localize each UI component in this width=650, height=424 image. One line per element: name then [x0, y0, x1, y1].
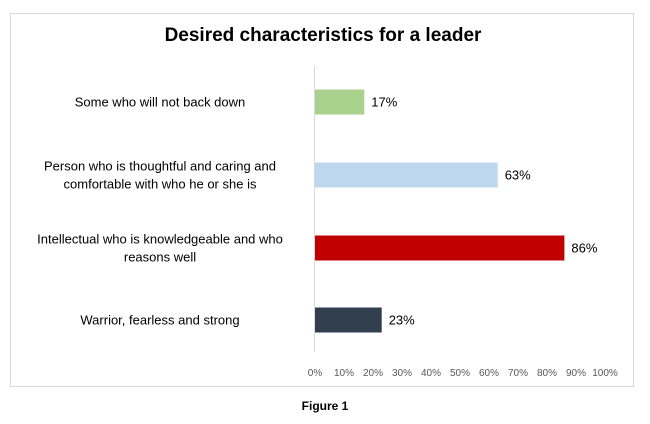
x-tick-labels-group: 0% 10% 20% 30% 40% 50% 60% 70% 80% 90% 100% [308, 368, 618, 379]
x-tick-label: 80% [537, 368, 557, 379]
bar [315, 235, 565, 261]
chart-title: Desired characteristics for a leader [164, 25, 482, 46]
bar [315, 162, 498, 188]
bar [315, 89, 365, 115]
x-tick-label: 90% [566, 368, 586, 379]
data-label: 86% [571, 241, 597, 256]
category-label: Warrior, fearless and strong [80, 313, 239, 328]
data-label: 17% [371, 95, 397, 110]
category-label: Some who will not back down [75, 95, 246, 110]
category-label: Person who is thoughtful and caring and [44, 159, 276, 174]
x-tick-label: 40% [421, 368, 441, 379]
bars-group: 17% 63% 86% 23% [315, 89, 598, 333]
x-tick-label: 20% [363, 368, 383, 379]
x-tick-label: 60% [479, 368, 499, 379]
x-tick-label: 10% [334, 368, 354, 379]
x-tick-label: 0% [308, 368, 323, 379]
x-tick-label: 100% [592, 368, 618, 379]
x-tick-label: 70% [508, 368, 528, 379]
category-labels-group: Some who will not back down Person who is… [37, 95, 283, 328]
x-tick-label: 50% [450, 368, 470, 379]
figure-caption: Figure 1 [301, 399, 349, 413]
category-label: reasons well [124, 250, 196, 265]
category-label: comfortable with who he or she is [64, 177, 257, 192]
bar [315, 307, 382, 333]
data-label: 23% [389, 313, 415, 328]
x-tick-label: 30% [392, 368, 412, 379]
category-label: Intellectual who is knowledgeable and wh… [37, 232, 283, 247]
data-label: 63% [505, 168, 531, 183]
